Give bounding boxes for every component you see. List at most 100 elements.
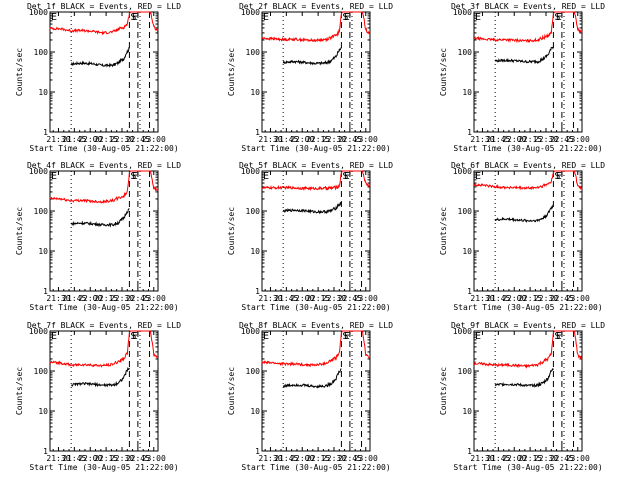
y-tick-label: 10 bbox=[250, 407, 260, 416]
x-tick-label: 21:30 bbox=[470, 135, 494, 144]
events-series-line bbox=[282, 368, 342, 389]
x-tick-label: 21:30 bbox=[46, 135, 70, 144]
x-tick-label: 21:45 bbox=[274, 294, 298, 303]
x-tick-label: 22:45 bbox=[126, 294, 150, 303]
y-tick-label: 1000 bbox=[241, 327, 260, 336]
y-tick-label: 100 bbox=[246, 48, 261, 57]
y-tick-label: 1 bbox=[467, 447, 472, 456]
corner-marker: E bbox=[51, 331, 57, 342]
panel-title: Det 2f BLACK = Events, RED = LLD bbox=[239, 2, 393, 11]
y-tick-label: 1000 bbox=[453, 327, 472, 336]
end-marker: E bbox=[344, 12, 350, 23]
start-marker: S bbox=[342, 171, 348, 182]
lld-series-line bbox=[49, 170, 159, 204]
x-axis-label: Start Time (30-Aug-05 21:22:00) bbox=[241, 144, 390, 153]
x-tick-label: 23:00 bbox=[142, 135, 166, 144]
y-tick-label: 100 bbox=[458, 48, 473, 57]
y-tick-label: 1000 bbox=[29, 327, 48, 336]
lld-series-line bbox=[49, 330, 158, 368]
x-tick-label: 22:45 bbox=[126, 454, 150, 463]
x-tick-label: 22:00 bbox=[290, 135, 314, 144]
x-tick-label: 23:00 bbox=[566, 135, 590, 144]
y-tick-label: 100 bbox=[246, 367, 261, 376]
x-tick-label: 22:30 bbox=[534, 135, 558, 144]
start-marker: S bbox=[130, 331, 136, 342]
y-tick-label: 1 bbox=[255, 447, 260, 456]
y-tick-label: 100 bbox=[34, 207, 49, 216]
start-marker: S bbox=[342, 331, 348, 342]
y-axis-label: Counts/sec bbox=[227, 48, 236, 96]
x-axis-label: Start Time (30-Aug-05 21:22:00) bbox=[453, 144, 602, 153]
x-tick-label: 23:00 bbox=[354, 454, 378, 463]
events-series-line bbox=[282, 47, 342, 66]
plot-frame bbox=[261, 170, 371, 292]
x-tick-label: 21:45 bbox=[486, 135, 510, 144]
x-tick-label: 22:30 bbox=[322, 135, 346, 144]
x-tick-label: 22:45 bbox=[550, 294, 574, 303]
end-marker: E bbox=[556, 12, 562, 23]
panel-title: Det 7f BLACK = Events, RED = LLD bbox=[27, 321, 181, 330]
x-tick-label: 21:45 bbox=[62, 294, 86, 303]
x-tick-label: 21:45 bbox=[486, 294, 510, 303]
y-tick-label: 1000 bbox=[453, 167, 472, 176]
y-tick-label: 100 bbox=[34, 48, 49, 57]
x-axis-label: Start Time (30-Aug-05 21:22:00) bbox=[453, 303, 602, 312]
start-marker: S bbox=[554, 171, 560, 182]
x-tick-label: 21:45 bbox=[62, 135, 86, 144]
x-tick-label: 22:30 bbox=[110, 135, 134, 144]
x-tick-label: 22:00 bbox=[78, 454, 102, 463]
y-tick-label: 1 bbox=[467, 128, 472, 137]
y-tick-label: 100 bbox=[34, 367, 49, 376]
end-marker: E bbox=[132, 12, 138, 23]
y-tick-label: 10 bbox=[250, 247, 260, 256]
end-marker: E bbox=[132, 331, 138, 342]
lld-series-line bbox=[261, 170, 371, 192]
x-tick-label: 21:45 bbox=[62, 454, 86, 463]
events-series-line bbox=[282, 202, 342, 215]
lld-series-line bbox=[261, 330, 371, 368]
x-tick-label: 22:30 bbox=[534, 454, 558, 463]
plot-frame bbox=[49, 11, 159, 133]
panel-title: Det 1f BLACK = Events, RED = LLD bbox=[27, 2, 181, 11]
lld-series-line bbox=[473, 170, 583, 191]
x-tick-label: 22:45 bbox=[126, 135, 150, 144]
corner-marker: E bbox=[475, 12, 481, 23]
start-marker: S bbox=[554, 12, 560, 23]
events-series-line bbox=[71, 46, 130, 68]
x-tick-label: 22:00 bbox=[290, 294, 314, 303]
corner-marker: E bbox=[263, 12, 269, 23]
x-tick-label: 21:45 bbox=[274, 454, 298, 463]
x-tick-label: 22:30 bbox=[322, 294, 346, 303]
x-axis-label: Start Time (30-Aug-05 21:22:00) bbox=[241, 303, 390, 312]
x-axis-label: Start Time (30-Aug-05 21:22:00) bbox=[453, 463, 602, 472]
end-marker: E bbox=[556, 171, 562, 182]
x-tick-label: 22:15 bbox=[306, 294, 330, 303]
y-tick-label: 1 bbox=[43, 447, 48, 456]
x-tick-label: 21:30 bbox=[46, 294, 70, 303]
lld-series-line bbox=[473, 11, 583, 44]
y-axis-label: Counts/sec bbox=[439, 48, 448, 96]
x-tick-label: 22:30 bbox=[110, 454, 134, 463]
y-tick-label: 100 bbox=[458, 207, 473, 216]
end-marker: E bbox=[344, 331, 350, 342]
y-tick-label: 1000 bbox=[241, 167, 260, 176]
y-tick-label: 1 bbox=[43, 128, 48, 137]
x-tick-label: 21:45 bbox=[486, 454, 510, 463]
end-marker: E bbox=[556, 331, 562, 342]
x-tick-label: 21:30 bbox=[470, 294, 494, 303]
x-tick-label: 22:45 bbox=[338, 454, 362, 463]
x-tick-label: 22:00 bbox=[502, 294, 526, 303]
x-tick-label: 22:30 bbox=[322, 454, 346, 463]
x-tick-label: 22:15 bbox=[518, 454, 542, 463]
x-tick-label: 23:00 bbox=[566, 294, 590, 303]
x-tick-label: 22:45 bbox=[338, 294, 362, 303]
y-tick-label: 10 bbox=[462, 407, 472, 416]
x-tick-label: 22:00 bbox=[502, 454, 526, 463]
panel-title: Det 6f BLACK = Events, RED = LLD bbox=[451, 161, 605, 170]
y-axis-label: Counts/sec bbox=[227, 207, 236, 255]
x-tick-label: 21:30 bbox=[258, 294, 282, 303]
x-tick-label: 21:30 bbox=[46, 454, 70, 463]
y-axis-label: Counts/sec bbox=[15, 207, 24, 255]
x-tick-label: 22:45 bbox=[550, 454, 574, 463]
corner-marker: E bbox=[51, 12, 57, 23]
